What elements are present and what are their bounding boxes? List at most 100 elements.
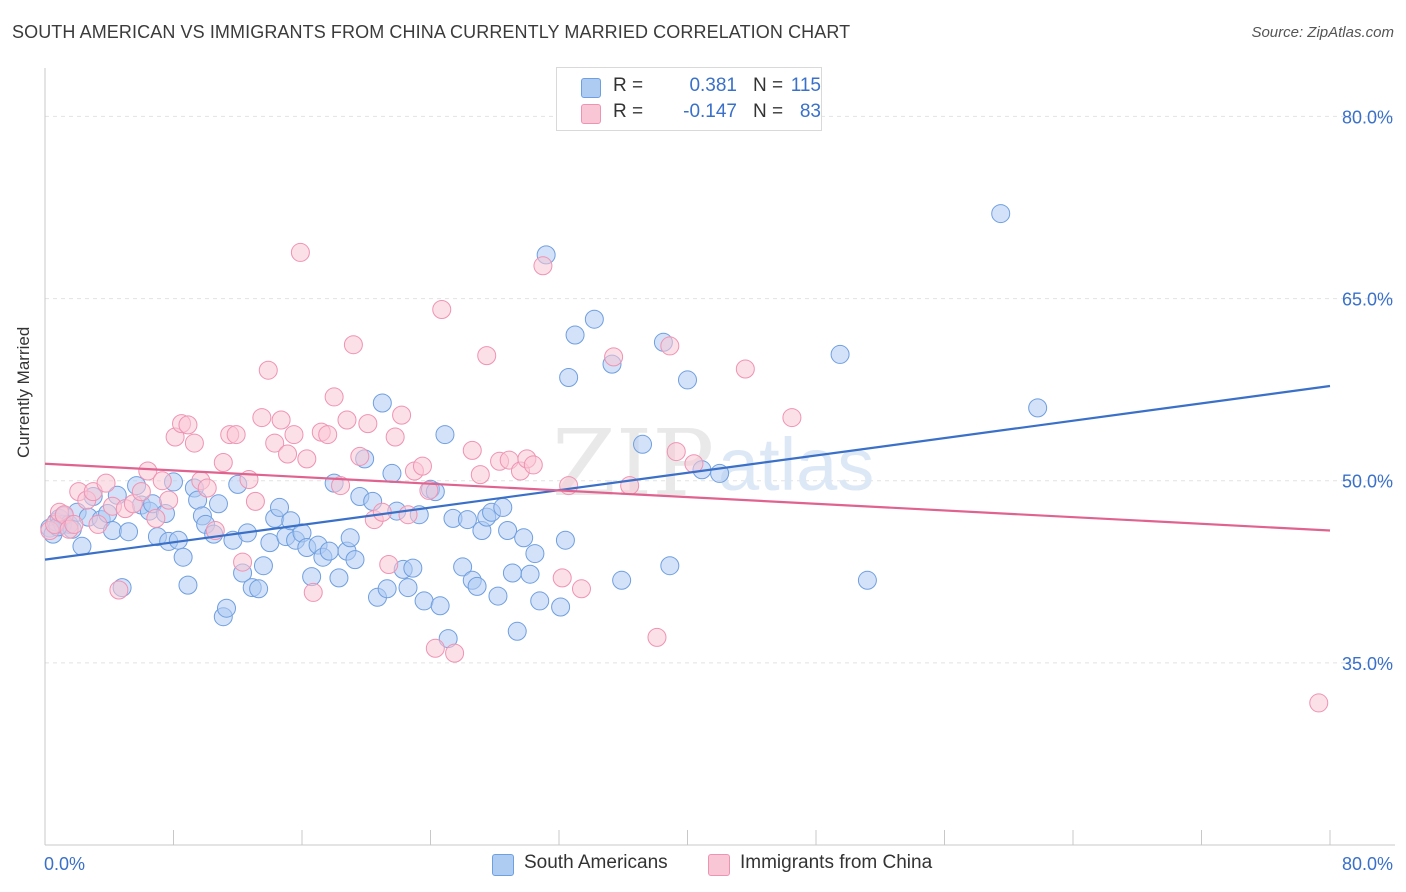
point-immigrants-from-china: [343, 335, 363, 355]
trend-lines: [44, 384, 1331, 561]
point-south-americans: [403, 558, 423, 578]
point-south-americans: [457, 510, 477, 530]
point-south-americans: [260, 533, 280, 553]
point-immigrants-from-china: [265, 433, 285, 453]
point-immigrants-from-china: [226, 425, 246, 445]
point-immigrants-from-china: [523, 455, 543, 475]
point-south-americans: [173, 547, 193, 567]
point-south-americans: [178, 575, 198, 595]
y-tick-label: 80.0%: [1342, 107, 1393, 127]
point-south-americans: [488, 586, 508, 606]
point-immigrants-from-china: [138, 461, 158, 481]
point-immigrants-from-china: [233, 552, 253, 572]
bottom-legend-swatch-blue: [492, 854, 514, 876]
watermark: ZIP atlas: [552, 410, 874, 517]
point-south-americans: [329, 568, 349, 588]
trend-line-south-americans: [44, 384, 1331, 561]
point-immigrants-from-china: [258, 360, 278, 380]
series-south-americans: [40, 204, 1048, 649]
point-immigrants-from-china: [64, 514, 84, 534]
point-south-americans: [502, 563, 522, 583]
x-tick-label: 80.0%: [1342, 854, 1393, 874]
point-immigrants-from-china: [109, 580, 129, 600]
legend-n-value: 115: [790, 75, 821, 96]
point-south-americans: [119, 522, 139, 542]
point-south-americans: [398, 578, 418, 598]
point-south-americans: [678, 370, 697, 390]
point-south-americans: [72, 536, 92, 556]
point-immigrants-from-china: [178, 415, 198, 435]
point-south-americans: [302, 567, 322, 587]
point-immigrants-from-china: [445, 643, 465, 663]
bottom-legend-swatch-pink: [708, 854, 730, 876]
point-south-americans: [991, 204, 1011, 224]
point-south-americans: [372, 393, 392, 413]
series-immigrants-from-china: [40, 242, 1329, 713]
point-south-americans: [612, 570, 632, 590]
legend-r-value: 0.381: [689, 75, 737, 96]
point-south-americans: [498, 521, 518, 540]
point-south-americans: [340, 528, 360, 548]
point-immigrants-from-china: [432, 300, 452, 319]
point-immigrants-from-china: [379, 555, 399, 574]
axes: [44, 68, 1395, 846]
point-south-americans: [435, 425, 455, 445]
point-immigrants-from-china: [782, 408, 802, 428]
point-immigrants-from-china: [131, 482, 151, 502]
trend-line-immigrants-from-china: [44, 462, 1331, 532]
point-south-americans: [830, 344, 850, 364]
point-south-americans: [559, 368, 579, 387]
point-immigrants-from-china: [152, 471, 172, 491]
point-immigrants-from-china: [533, 256, 553, 276]
point-immigrants-from-china: [318, 425, 338, 445]
point-south-americans: [270, 497, 290, 517]
point-immigrants-from-china: [398, 505, 418, 525]
point-south-americans: [208, 494, 228, 514]
bottom-legend-label: Immigrants from China: [740, 852, 933, 873]
point-south-americans: [382, 463, 402, 483]
point-south-americans: [253, 556, 273, 576]
point-immigrants-from-china: [1309, 693, 1329, 713]
point-immigrants-from-china: [331, 476, 351, 496]
point-south-americans: [514, 528, 534, 548]
legend-r-label: R =: [613, 75, 644, 96]
point-immigrants-from-china: [96, 473, 116, 493]
point-immigrants-from-china: [666, 442, 686, 462]
point-south-americans: [660, 556, 680, 576]
point-immigrants-from-china: [284, 425, 304, 445]
legend-swatch-blue: [581, 78, 601, 98]
point-south-americans: [217, 598, 237, 618]
point-immigrants-from-china: [425, 638, 445, 658]
point-immigrants-from-china: [419, 480, 439, 500]
correlation-legend: R = 0.381 N = 115 R = -0.147 N = 83: [556, 67, 822, 131]
point-south-americans: [493, 497, 513, 517]
legend-r-label: R =: [613, 101, 644, 122]
point-south-americans: [584, 309, 604, 329]
point-immigrants-from-china: [462, 440, 482, 460]
tick-labels: 35.0% 50.0% 65.0% 80.0% 0.0% 80.0%: [44, 107, 1393, 874]
y-tick-label: 50.0%: [1342, 472, 1393, 492]
point-immigrants-from-china: [197, 478, 217, 498]
x-tick-label: 0.0%: [44, 854, 85, 874]
point-immigrants-from-china: [184, 433, 204, 453]
y-tick-label: 65.0%: [1342, 290, 1393, 310]
point-immigrants-from-china: [350, 446, 370, 466]
y-axis-label: Currently Married: [14, 326, 33, 458]
y-tick-label: 35.0%: [1342, 654, 1393, 674]
point-immigrants-from-china: [412, 456, 432, 476]
point-south-americans: [633, 434, 653, 454]
point-south-americans: [249, 579, 269, 599]
point-immigrants-from-china: [470, 465, 490, 485]
legend-swatch-pink: [581, 104, 601, 124]
point-south-americans: [414, 591, 434, 611]
point-immigrants-from-china: [213, 453, 233, 472]
point-immigrants-from-china: [571, 579, 591, 599]
point-immigrants-from-china: [647, 627, 667, 647]
chart-source: Source: ZipAtlas.com: [1251, 24, 1394, 41]
point-south-americans: [345, 550, 365, 570]
point-immigrants-from-china: [159, 490, 179, 510]
point-immigrants-from-china: [392, 405, 412, 425]
legend-n-value: 83: [799, 101, 821, 122]
point-immigrants-from-china: [245, 491, 265, 511]
